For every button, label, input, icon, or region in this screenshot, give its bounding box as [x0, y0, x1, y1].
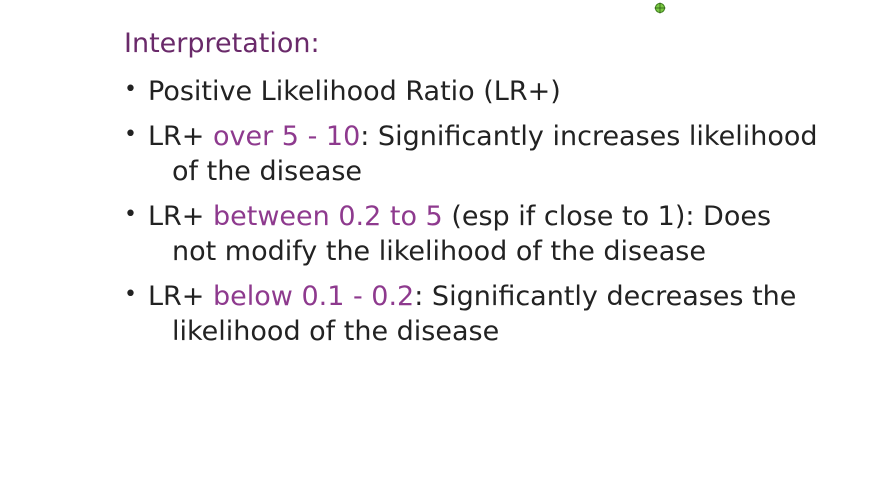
bullet-list: • Positive Likelihood Ratio (LR+) • LR+ …: [124, 74, 890, 349]
rotation-handle-icon[interactable]: [654, 2, 666, 14]
bullet-item-below-0-1-0-2: • LR+ below 0.1 - 0.2: Significantly dec…: [124, 279, 890, 349]
bullet-text: Positive Likelihood Ratio (LR+): [148, 76, 561, 107]
bullet-text-highlight: between 0.2 to 5: [213, 201, 443, 232]
slide-content: Interpretation: • Positive Likelihood Ra…: [124, 26, 890, 349]
bullet-dot-icon: •: [124, 202, 137, 227]
bullet-text-pre: LR+: [148, 121, 214, 152]
bullet-text-pre: LR+: [148, 281, 214, 312]
bullet-dot-icon: •: [124, 282, 137, 307]
bullet-dot-icon: •: [124, 122, 137, 147]
bullet-text-post: (esp if close to 1): Does: [442, 201, 772, 232]
bullet-text-continuation: not modify the likelihood of the disease: [172, 236, 706, 267]
slide-heading: Interpretation:: [124, 28, 320, 59]
bullet-text-post: : Significantly decreases the: [414, 281, 797, 312]
bullet-item-over-5-10: • LR+ over 5 - 10: Significantly increas…: [124, 119, 890, 189]
bullet-text-highlight: below 0.1 - 0.2: [213, 281, 415, 312]
bullet-text-pre: LR+: [148, 201, 214, 232]
bullet-text-continuation: of the disease: [172, 156, 363, 187]
bullet-text-continuation: likelihood of the disease: [172, 316, 500, 347]
bullet-text-post: : Significantly increases likelihood: [360, 121, 818, 152]
bullet-dot-icon: •: [124, 77, 137, 102]
bullet-item-lr-positive: • Positive Likelihood Ratio (LR+): [124, 74, 890, 109]
bullet-item-between-0-2-5: • LR+ between 0.2 to 5 (esp if close to …: [124, 199, 890, 269]
bullet-text-highlight: over 5 - 10: [213, 121, 361, 152]
